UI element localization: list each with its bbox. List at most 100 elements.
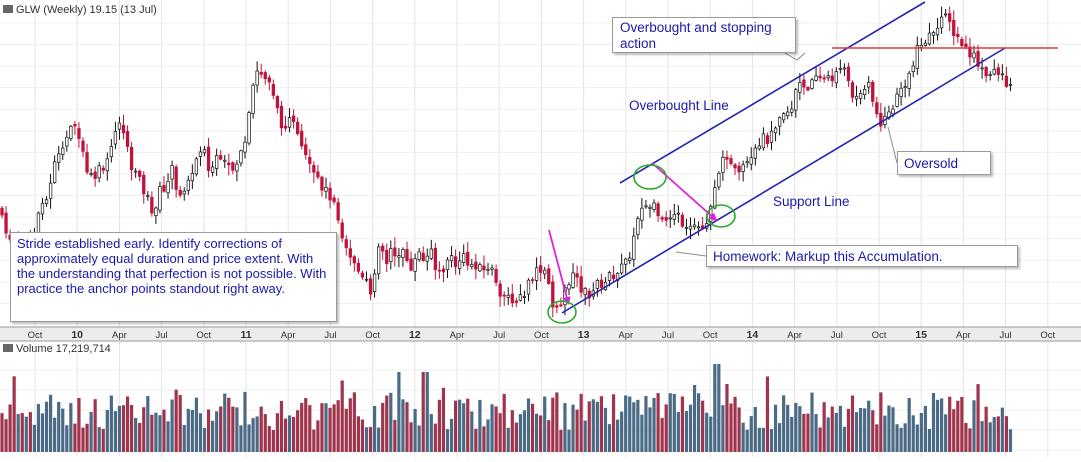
overbought-stopping-callout: Overbought and stopping action bbox=[612, 17, 796, 53]
volume-bar bbox=[405, 402, 409, 452]
volume-bar bbox=[332, 404, 336, 452]
volume-bar bbox=[409, 422, 413, 452]
candle-body bbox=[551, 281, 555, 308]
candle-body bbox=[405, 249, 409, 261]
homework-callout: Homework: Markup this Accumulation. bbox=[706, 245, 1018, 267]
x-axis-tick-label: Apr bbox=[787, 330, 802, 341]
volume-bar bbox=[486, 419, 490, 452]
volume-bar bbox=[219, 406, 223, 452]
candle-body bbox=[186, 179, 190, 191]
candle-body bbox=[879, 112, 883, 127]
candle-body bbox=[745, 161, 749, 164]
candle-body bbox=[806, 86, 810, 91]
candle-body bbox=[668, 217, 672, 220]
overbought-line-label: Overbought Line bbox=[629, 98, 729, 113]
candle-body bbox=[567, 284, 571, 290]
candle-body bbox=[215, 155, 219, 169]
volume-bar bbox=[162, 409, 166, 452]
volume-bar bbox=[579, 393, 583, 452]
candle-body bbox=[146, 195, 150, 197]
volume-bar bbox=[567, 429, 571, 452]
volume-bar bbox=[364, 427, 369, 452]
candle-body bbox=[291, 115, 296, 123]
x-axis-tick-label: Jul bbox=[1000, 330, 1012, 341]
candle-body bbox=[871, 81, 875, 102]
volume-bar bbox=[826, 417, 830, 452]
volume-bar bbox=[535, 413, 539, 452]
volume-bar bbox=[85, 423, 89, 452]
candle-body bbox=[980, 67, 984, 70]
volume-bar bbox=[498, 413, 502, 452]
candle-body bbox=[895, 93, 899, 107]
volume-bar bbox=[701, 400, 705, 452]
volume-bar bbox=[437, 399, 441, 452]
volume-bar bbox=[850, 395, 855, 452]
volume-bar bbox=[575, 409, 579, 452]
candle-body bbox=[749, 157, 753, 165]
volume-bar bbox=[733, 396, 737, 452]
candle-body bbox=[113, 131, 118, 145]
volume-bar bbox=[611, 394, 616, 452]
volume-bar bbox=[911, 415, 915, 452]
x-axis-tick-label: Jul bbox=[493, 330, 505, 341]
x-axis-tick-label: Oct bbox=[1040, 330, 1055, 341]
candle-body bbox=[65, 136, 69, 147]
candle-body bbox=[251, 84, 255, 114]
candle-body bbox=[340, 222, 344, 239]
candle-body bbox=[802, 79, 806, 88]
candle-body bbox=[530, 279, 535, 281]
volume-bar bbox=[12, 376, 16, 452]
volume-bar bbox=[510, 410, 514, 452]
volume-bar bbox=[275, 413, 279, 452]
candle-body bbox=[830, 75, 834, 82]
x-axis-tick-label: Jul bbox=[324, 330, 336, 341]
candle-body bbox=[518, 294, 523, 301]
volume-bar bbox=[729, 403, 733, 452]
candle-body bbox=[583, 288, 587, 296]
candle-body bbox=[401, 249, 405, 258]
candle-body bbox=[263, 72, 267, 80]
candle-body bbox=[482, 265, 486, 271]
volume-bar bbox=[931, 393, 936, 452]
volume-bar bbox=[952, 409, 956, 452]
volume-bars bbox=[0, 364, 1013, 452]
overbought-stopping-text: Overbought and stopping action bbox=[620, 20, 772, 51]
correction-arrow bbox=[651, 162, 718, 221]
volume-bar bbox=[344, 408, 348, 452]
volume-bar bbox=[652, 397, 656, 452]
volume-bar bbox=[413, 408, 417, 452]
support-line-label: Support Line bbox=[773, 194, 850, 209]
volume-bar bbox=[543, 396, 547, 452]
volume-bar bbox=[834, 412, 838, 452]
volume-bar bbox=[915, 424, 919, 452]
volume-bar bbox=[40, 413, 45, 452]
candle-body bbox=[134, 170, 138, 173]
volume-bar bbox=[470, 411, 474, 452]
volume-bar bbox=[20, 413, 24, 452]
volume-bar bbox=[814, 414, 818, 452]
candle-body bbox=[559, 304, 563, 307]
volume-bar bbox=[867, 400, 871, 452]
candle-body bbox=[360, 272, 365, 278]
volume-bar bbox=[794, 402, 798, 452]
volume-bar bbox=[806, 413, 810, 452]
volume-bar bbox=[741, 422, 745, 452]
volume-bar bbox=[211, 420, 215, 452]
candle-body bbox=[875, 102, 879, 115]
candle-body bbox=[769, 130, 774, 143]
candle-body bbox=[332, 197, 336, 203]
volume-bar bbox=[154, 412, 158, 452]
candle-body bbox=[587, 290, 591, 299]
candle-body bbox=[656, 203, 660, 217]
candle-body bbox=[672, 214, 676, 220]
volume-bar bbox=[474, 428, 478, 452]
volume-bar bbox=[964, 423, 968, 452]
volume-bar bbox=[316, 420, 320, 452]
volume-bar bbox=[1004, 416, 1008, 452]
candle-body bbox=[684, 227, 689, 229]
volume-bar bbox=[304, 398, 308, 452]
volume-bar bbox=[1008, 429, 1013, 452]
candle-body bbox=[534, 267, 539, 281]
candle-body bbox=[85, 152, 89, 173]
